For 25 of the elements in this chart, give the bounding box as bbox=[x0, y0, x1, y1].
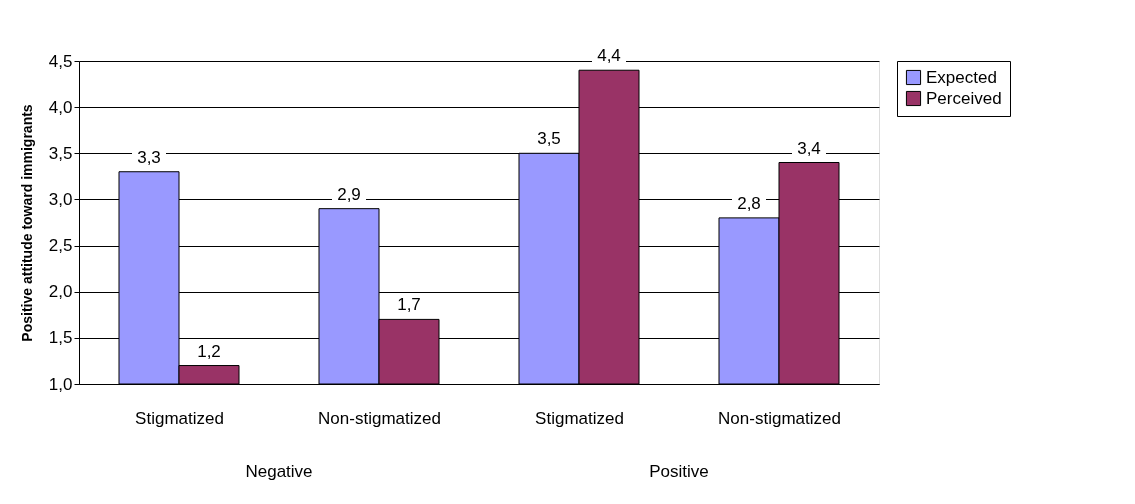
data-label: 1,7 bbox=[397, 295, 421, 315]
y-tick-label: 4,0 bbox=[48, 97, 73, 117]
x-tick-label: Non-stigmatized bbox=[718, 408, 841, 428]
data-label: 2,9 bbox=[337, 184, 361, 204]
data-label: 2,8 bbox=[737, 193, 761, 213]
data-label: 3,4 bbox=[797, 138, 821, 158]
y-tick-label: 1,0 bbox=[48, 374, 73, 394]
y-tick-label: 3,5 bbox=[48, 143, 73, 163]
y-axis-title: Positive attitude toward immigrants bbox=[18, 104, 35, 342]
x-tick-label: Stigmatized bbox=[535, 408, 624, 428]
y-tick-label: 1,5 bbox=[48, 328, 73, 348]
x-tick-label: Non-stigmatized bbox=[318, 408, 441, 428]
y-tick-label: 4,5 bbox=[48, 51, 73, 71]
data-label: 3,5 bbox=[537, 129, 561, 149]
y-tick-label: 2,5 bbox=[48, 236, 73, 256]
y-tick-label: 3,0 bbox=[48, 189, 73, 209]
y-tick-label: 2,0 bbox=[48, 282, 73, 302]
data-label: 4,4 bbox=[597, 46, 621, 66]
data-label: 3,3 bbox=[137, 147, 161, 167]
legend-label: Expected bbox=[926, 67, 997, 87]
x-tick-label: Stigmatized bbox=[135, 408, 224, 428]
legend-label: Perceived bbox=[926, 88, 1002, 108]
text: Negative bbox=[245, 462, 313, 481]
text: Positive bbox=[649, 462, 709, 481]
data-label: 1,2 bbox=[197, 341, 221, 361]
